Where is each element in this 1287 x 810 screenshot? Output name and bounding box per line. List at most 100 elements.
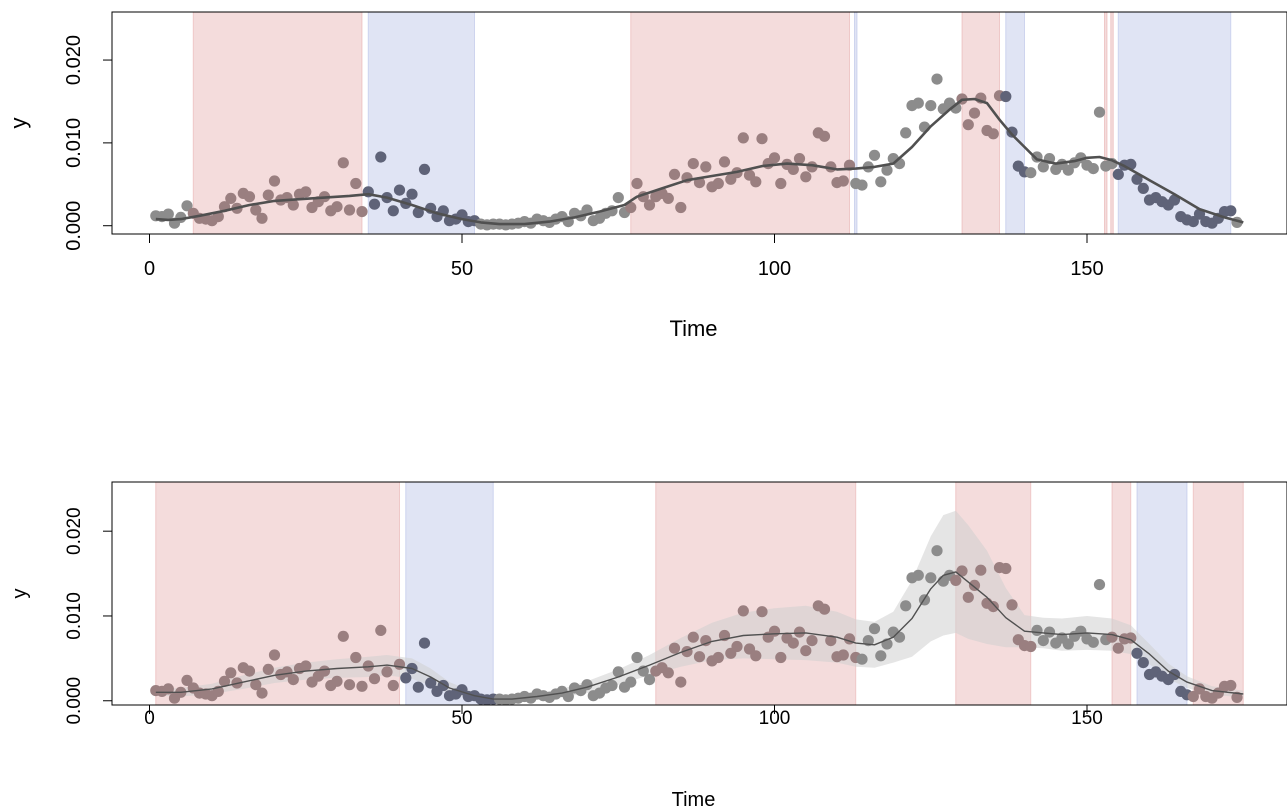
data-point [925,572,937,584]
y-tick-label: 0.010 [63,118,85,168]
regime-band-red-4 [1111,482,1132,705]
data-point [818,603,831,615]
confidence-band [155,510,1244,702]
x-tick-label: 100 [758,258,791,280]
data-point [181,674,193,687]
y-tick-label: 0.000 [64,677,85,725]
data-point [800,171,812,183]
data-point [1093,106,1106,118]
data-point [375,624,387,637]
data-point [412,681,424,693]
data-point [700,635,712,647]
data-point [631,651,643,664]
data-point [968,579,981,592]
data-point [1238,0,1249,6]
regime-band-blue-3 [854,12,858,234]
data-point [900,127,912,139]
data-point [343,204,356,216]
data-point [287,674,299,686]
data-point [756,133,768,145]
data-point [331,201,343,213]
data-point [756,606,768,618]
data-point [612,666,624,678]
data-point [856,653,868,665]
x-tick-label: 100 [759,708,791,729]
data-point [931,545,943,557]
data-point [718,156,731,168]
data-point [243,665,256,677]
data-point [712,177,724,190]
data-point [400,672,412,684]
data-point [1006,599,1018,611]
data-point [1106,631,1118,643]
data-point [731,640,743,653]
data-point [387,205,399,217]
data-point [968,107,981,119]
data-point [881,164,893,176]
data-point [625,676,637,688]
data-point [300,186,312,198]
data-point [406,188,418,200]
data-point [837,649,849,661]
regime-band-red-7 [1110,12,1114,234]
data-point [262,189,274,201]
y-tick-label: 0.010 [64,592,85,640]
data-point [987,601,999,613]
data-point [218,675,231,687]
data-point [1137,182,1149,194]
data-point [687,158,699,170]
plot-area [150,0,1249,705]
data-point [362,660,374,672]
data-point [356,206,368,218]
data-point [768,625,781,637]
data-point [912,569,924,581]
data-point [1131,173,1143,185]
data-point [631,177,643,190]
data-point [1043,626,1056,638]
data-point [612,192,624,204]
data-point [768,152,781,164]
x-tick-label: 150 [1071,708,1103,729]
data-point [925,100,937,112]
x-tick-label: 50 [451,708,472,729]
regime-band-blue-5 [1005,12,1025,234]
data-point [1000,90,1012,103]
data-point [1093,579,1106,591]
data-point [800,645,812,657]
data-point [343,679,356,691]
data-point [837,175,849,187]
data-point [975,564,987,576]
fitted-line [155,571,1244,700]
data-point [337,630,349,642]
data-point [750,176,762,188]
data-point [331,675,343,687]
bottom-panel: 0 50 100 150 0.000 0.010 0.020 Time y [9,0,1287,810]
data-point [737,605,749,617]
data-point [775,177,787,190]
data-point [262,663,274,676]
data-point [1062,164,1074,176]
data-point [675,676,687,688]
data-point [375,151,387,163]
data-point [875,176,887,188]
data-point [1225,679,1237,692]
data-point [793,153,806,165]
data-point [825,635,837,647]
data-point [806,635,818,647]
data-point [962,119,974,131]
data-point [1137,657,1149,669]
data-point [393,658,406,670]
data-point [181,200,193,212]
data-point [368,673,381,685]
data-point [562,690,574,703]
data-point [787,163,799,175]
data-point [1037,161,1049,173]
data-point [956,565,968,577]
data-point [1037,635,1049,647]
plot-area [150,12,1244,234]
data-point [318,665,331,677]
data-point [225,667,237,679]
data-point [962,591,974,603]
data-point [418,637,431,649]
data-point [1125,632,1137,644]
